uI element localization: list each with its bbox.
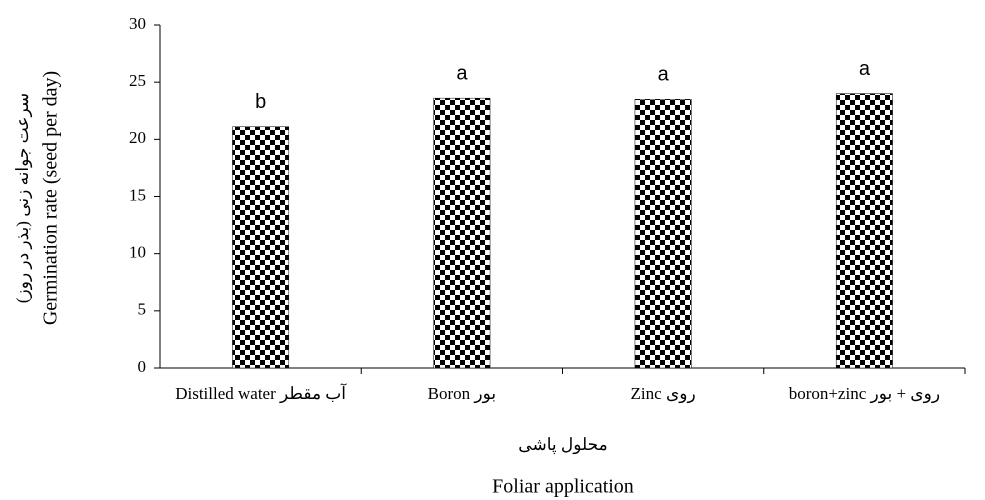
bar [835,93,893,369]
bar [634,99,692,369]
x-axis-label: Foliar application [492,476,634,498]
significance-letter: a [658,64,670,86]
x-tick-label: Distilled water آب مقطر [175,382,347,404]
significance-letter: b [255,91,266,113]
bar [433,97,491,369]
x-tick-label: Boron بور [428,384,496,404]
x-tick-label: boron+zinc روی + بور [789,384,940,404]
x-tick-label: Zinc روی [631,384,696,404]
y-tick-label: 15 [129,185,146,204]
x-axis-label: محلول پاشی [518,435,607,455]
y-tick-label: 20 [129,128,146,147]
y-axis-label: سرعت جوانه زنی (بذر در روز) [13,93,33,303]
significance-letter: a [456,62,468,84]
y-tick-label: 25 [129,71,146,90]
y-tick-label: 10 [129,243,146,262]
y-axis-label: Germination rate (seed per day) [40,71,62,325]
bar [232,126,290,369]
y-tick-label: 0 [138,357,147,376]
y-tick-label: 30 [129,14,146,33]
significance-letter: a [859,58,871,80]
y-tick-label: 5 [138,300,147,319]
